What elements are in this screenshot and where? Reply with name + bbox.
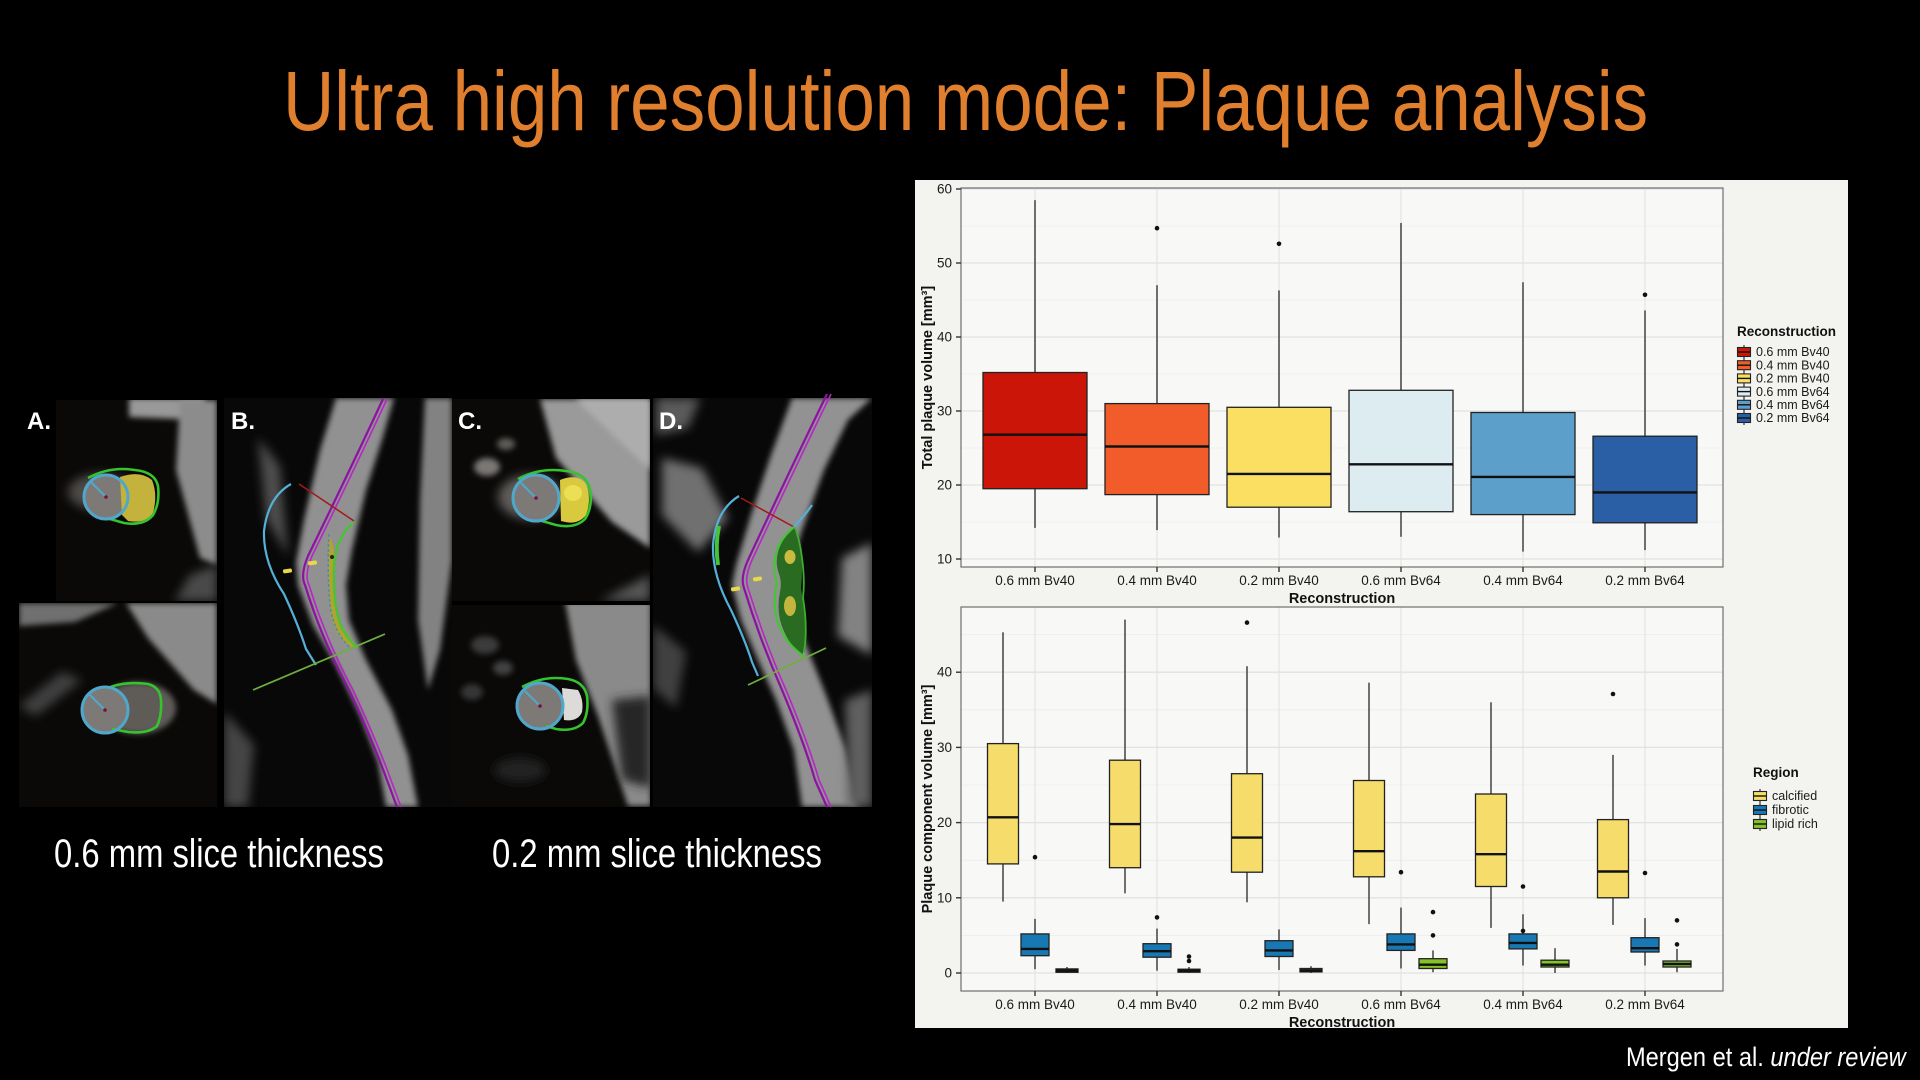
- svg-text:40: 40: [937, 330, 952, 345]
- svg-text:30: 30: [937, 404, 952, 419]
- svg-text:Reconstruction: Reconstruction: [1289, 1015, 1395, 1028]
- svg-text:0.6 mm Bv40: 0.6 mm Bv40: [1756, 345, 1830, 359]
- svg-text:fibrotic: fibrotic: [1772, 803, 1809, 817]
- svg-text:0.2 mm Bv40: 0.2 mm Bv40: [1756, 372, 1830, 386]
- svg-text:Total plaque volume [mm³]: Total plaque volume [mm³]: [920, 286, 936, 470]
- svg-text:0.4 mm Bv64: 0.4 mm Bv64: [1483, 573, 1563, 588]
- svg-text:0.2 mm Bv64: 0.2 mm Bv64: [1756, 411, 1830, 425]
- svg-text:0.4 mm Bv40: 0.4 mm Bv40: [1756, 358, 1830, 372]
- svg-text:0.2 mm Bv64: 0.2 mm Bv64: [1605, 997, 1685, 1012]
- svg-text:10: 10: [937, 890, 952, 905]
- svg-text:Reconstruction: Reconstruction: [1737, 324, 1836, 339]
- svg-text:0.4 mm Bv64: 0.4 mm Bv64: [1483, 997, 1563, 1012]
- svg-text:0.6 mm Bv64: 0.6 mm Bv64: [1361, 573, 1441, 588]
- svg-text:0.6 mm Bv40: 0.6 mm Bv40: [995, 997, 1075, 1012]
- svg-text:50: 50: [937, 256, 952, 271]
- svg-text:0.2 mm Bv64: 0.2 mm Bv64: [1605, 573, 1685, 588]
- svg-text:0.2 mm Bv40: 0.2 mm Bv40: [1239, 573, 1319, 588]
- svg-text:20: 20: [937, 478, 952, 493]
- svg-text:Reconstruction: Reconstruction: [1289, 591, 1395, 607]
- svg-text:Region: Region: [1753, 765, 1799, 780]
- svg-text:40: 40: [937, 665, 952, 680]
- svg-text:0.2 mm Bv40: 0.2 mm Bv40: [1239, 997, 1319, 1012]
- svg-text:Plaque component volume [mm³]: Plaque component volume [mm³]: [920, 684, 936, 913]
- svg-text:0: 0: [944, 966, 952, 981]
- svg-text:0.6 mm Bv40: 0.6 mm Bv40: [995, 573, 1075, 588]
- svg-text:0.6 mm Bv64: 0.6 mm Bv64: [1756, 385, 1830, 399]
- svg-text:0.4 mm Bv64: 0.4 mm Bv64: [1756, 398, 1830, 412]
- svg-text:calcified: calcified: [1772, 789, 1817, 803]
- svg-text:0.4 mm Bv40: 0.4 mm Bv40: [1117, 573, 1197, 588]
- svg-text:0.6 mm Bv64: 0.6 mm Bv64: [1361, 997, 1441, 1012]
- svg-text:30: 30: [937, 740, 952, 755]
- svg-text:20: 20: [937, 815, 952, 830]
- svg-text:lipid rich: lipid rich: [1772, 817, 1818, 831]
- svg-text:10: 10: [937, 552, 952, 567]
- svg-text:60: 60: [937, 182, 952, 197]
- svg-text:0.4 mm Bv40: 0.4 mm Bv40: [1117, 997, 1197, 1012]
